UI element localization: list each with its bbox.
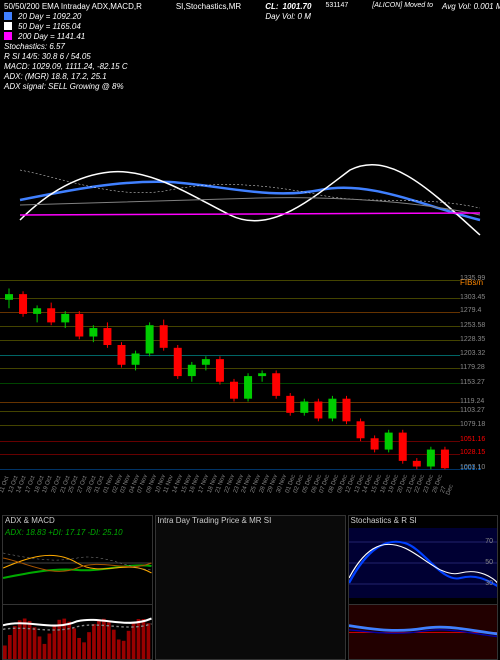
rsi-label: R SI 14/5: 30.8 6 / 54.05 bbox=[4, 52, 91, 61]
ma-line-chart[interactable] bbox=[0, 90, 500, 275]
ma200-label: 200 Day = 1141.41 bbox=[18, 32, 85, 41]
intraday-panel[interactable]: Intra Day Trading Price & MR SI bbox=[155, 515, 346, 660]
cl-value: 1001.70 bbox=[283, 2, 312, 11]
ma200-swatch bbox=[4, 32, 12, 40]
panel-title: ADX & MACD bbox=[5, 516, 55, 525]
rsi-subpanel bbox=[349, 604, 498, 659]
indicators-label-2: SI,Stochastics,MR bbox=[176, 2, 241, 11]
ma50-swatch bbox=[4, 22, 12, 30]
adx-label: ADX: (MGR) 18.8, 17.2, 25.1 bbox=[4, 72, 107, 81]
candlestick-chart[interactable] bbox=[0, 280, 460, 475]
adx-macd-panel[interactable]: ADX & MACD ADX: 18.83 +DI: 17.17 -DI: 25… bbox=[2, 515, 153, 660]
chart-header: 50/50/200 EMA Intraday ADX,MACD,R SI,Sto… bbox=[0, 0, 500, 90]
indicator-panels: ADX & MACD ADX: 18.83 +DI: 17.17 -DI: 25… bbox=[0, 515, 500, 660]
ma20-label: 20 Day = 1092.20 bbox=[18, 12, 81, 21]
stochastics-panel[interactable]: Stochastics & R SI 705030 bbox=[348, 515, 499, 660]
macd-label: MACD: 1029.09, 1111.24, -82.15 C bbox=[4, 62, 128, 71]
stoch-label: Stochastics: 6.57 bbox=[4, 42, 65, 51]
avg-vol: Avg Vol: 0.001 M bbox=[442, 2, 500, 11]
symbol-code: 531147 bbox=[325, 2, 348, 11]
stoch-subpanel: 705030 bbox=[349, 528, 498, 598]
ma50-label: 50 Day = 1165.04 bbox=[18, 22, 81, 31]
symbol-name: [ALICON] Moved to bbox=[372, 2, 433, 11]
indicators-label: 50/50/200 EMA Intraday ADX,MACD,R bbox=[4, 2, 142, 11]
day-vol: Day Vol: 0 M bbox=[265, 12, 311, 21]
price-axis-labels: FIBs/n1335.991303.451279.41253.581228.35… bbox=[460, 280, 500, 475]
cl-label: CL: bbox=[265, 2, 278, 11]
ma20-swatch bbox=[4, 12, 12, 20]
panel-title: Stochastics & R SI bbox=[351, 516, 417, 525]
panel-title: Intra Day Trading Price & MR SI bbox=[158, 516, 272, 525]
date-axis: 11 Oct13 Oct14 Oct17 Oct18 Oct19 Oct20 O… bbox=[0, 475, 460, 497]
